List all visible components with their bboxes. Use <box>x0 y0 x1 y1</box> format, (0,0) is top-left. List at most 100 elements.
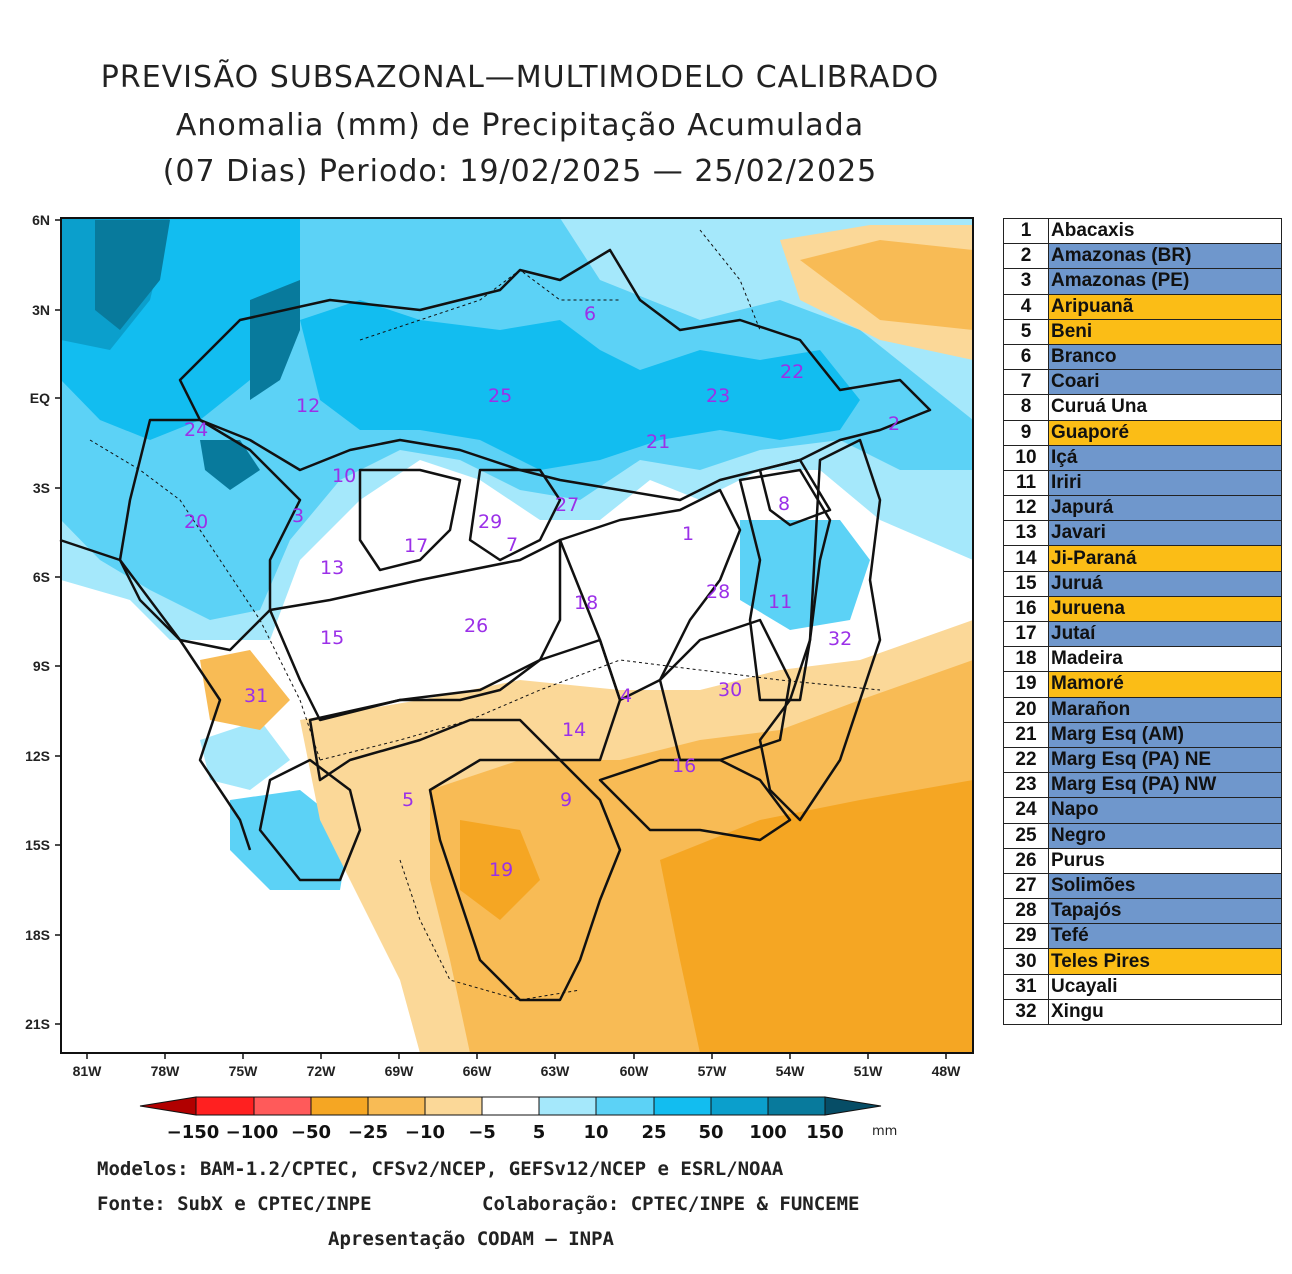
colorbar-label: 5 <box>533 1122 546 1140</box>
basin-number: 4 <box>620 685 632 707</box>
lat-label: 21S <box>25 1016 50 1032</box>
legend-row: 1 Abacaxis <box>1003 217 1282 245</box>
legend-basin-number: 7 <box>1003 369 1049 396</box>
latitude-axis: 6N 3N EQ 3S 6S 9S 12S 15S 18S 21S <box>25 212 61 1032</box>
credits-source: Fonte: SubX e CPTEC/INPE <box>97 1193 372 1215</box>
legend-basin-number: 26 <box>1003 847 1049 874</box>
legend-row: 26 Purus <box>1003 847 1282 874</box>
legend-basin-name: Marg Esq (PA) NE <box>1048 746 1282 774</box>
lat-label: 15S <box>25 837 50 853</box>
legend-basin-name: Purus <box>1048 847 1282 874</box>
colorbar-label: 100 <box>749 1122 787 1140</box>
legend-basin-number: 32 <box>1003 998 1049 1026</box>
colorbar: −150 −100 −50 −25 −10 −5 5 10 25 50 100 … <box>139 1096 897 1140</box>
credits-presentation: Apresentação CODAM — INPA <box>328 1228 614 1250</box>
basin-number: 8 <box>778 493 790 515</box>
lat-label: 3N <box>32 302 50 318</box>
lon-label: 63W <box>541 1063 571 1079</box>
country-borders <box>89 229 881 1001</box>
legend-basin-name: Ji-Paraná <box>1048 545 1282 572</box>
title-line-3: (07 Dias) Periodo: 19/02/2025 — 25/02/20… <box>162 154 878 189</box>
legend-row: 17 Jutaí <box>1003 620 1282 648</box>
legend-row: 25 Negro <box>1003 822 1282 849</box>
basin-boundaries <box>59 248 932 1002</box>
legend-basin-name: Tapajós <box>1048 898 1282 925</box>
colorbar-label: 150 <box>806 1122 844 1140</box>
basin-number: 32 <box>828 628 852 650</box>
lon-label: 60W <box>620 1063 650 1079</box>
basin-number: 31 <box>244 685 268 707</box>
basin-number: 7 <box>506 534 518 556</box>
map-frame <box>60 217 974 1054</box>
legend-row: 28 Tapajós <box>1003 898 1282 925</box>
basin-number: 1 <box>682 523 694 545</box>
colorbar-swatch <box>310 1096 369 1116</box>
basin-number: 30 <box>718 679 742 701</box>
legend-basin-number: 12 <box>1003 495 1049 522</box>
legend-basin-number: 21 <box>1003 721 1049 748</box>
legend-row: 11 Iriri <box>1003 469 1282 497</box>
lon-label: 54W <box>776 1063 806 1079</box>
legend-row: 8 Curuá Una <box>1003 394 1282 421</box>
legend-row: 20 Marañon <box>1003 696 1282 723</box>
legend-basin-name: Juruá <box>1048 570 1282 597</box>
legend-basin-name: Teles Pires <box>1048 948 1282 975</box>
colorbar-label: −100 <box>226 1122 279 1140</box>
legend-basin-number: 28 <box>1003 898 1049 925</box>
legend-basin-name: Madeira <box>1048 646 1282 673</box>
legend-row: 24 Napo <box>1003 797 1282 824</box>
legend-basin-name: Japurá <box>1048 495 1282 522</box>
lon-label: 81W <box>73 1063 103 1079</box>
legend-row: 2 Amazonas (BR) <box>1003 243 1282 270</box>
legend-basin-number: 30 <box>1003 948 1049 975</box>
legend-basin-name: Marañon <box>1048 696 1282 723</box>
basin-number: 3 <box>292 505 304 527</box>
legend-basin-number: 8 <box>1003 394 1049 421</box>
legend-basin-number: 2 <box>1003 243 1049 270</box>
basin-number: 29 <box>478 511 502 533</box>
basin-number: 26 <box>464 615 488 637</box>
legend-basin-number: 10 <box>1003 444 1049 471</box>
credits-collaboration: Colaboração: CPTEC/INPE & FUNCEME <box>482 1193 860 1215</box>
basin-number: 2 <box>888 413 900 435</box>
legend-basin-name: Mamoré <box>1048 671 1282 698</box>
legend-basin-number: 5 <box>1003 318 1049 345</box>
lon-label: 78W <box>151 1063 181 1079</box>
basin-number: 20 <box>184 511 208 533</box>
legend-basin-number: 18 <box>1003 646 1049 673</box>
legend-basin-number: 20 <box>1003 696 1049 723</box>
colorbar-label: −25 <box>348 1122 388 1140</box>
legend-row: 18 Madeira <box>1003 646 1282 673</box>
basin-number: 14 <box>562 719 586 741</box>
legend-basin-number: 25 <box>1003 822 1049 849</box>
legend-basin-number: 24 <box>1003 797 1049 824</box>
lat-label: 18S <box>25 927 50 943</box>
legend-basin-name: Coari <box>1048 369 1282 396</box>
legend-basin-name: Xingu <box>1048 998 1282 1026</box>
basin-number: 15 <box>320 627 344 649</box>
legend-basin-number: 23 <box>1003 772 1049 799</box>
colorbar-unit: mm <box>872 1124 897 1139</box>
legend-basin-name: Beni <box>1048 318 1282 345</box>
legend-row: 9 Guaporé <box>1003 419 1282 446</box>
colorbar-swatch <box>710 1096 769 1116</box>
legend-basin-name: Abacaxis <box>1048 217 1282 245</box>
legend-basin-name: Guaporé <box>1048 419 1282 446</box>
legend-row: 19 Mamoré <box>1003 671 1282 698</box>
legend-row: 27 Solimões <box>1003 872 1282 900</box>
legend-basin-number: 1 <box>1003 217 1049 245</box>
legend-basin-name: Amazonas (BR) <box>1048 243 1282 270</box>
lon-label: 69W <box>385 1063 415 1079</box>
legend-basin-name: Solimões <box>1048 872 1282 900</box>
colorbar-label: −5 <box>468 1122 496 1140</box>
legend-row: 12 Japurá <box>1003 495 1282 522</box>
legend-row: 23 Marg Esq (PA) NW <box>1003 772 1282 799</box>
legend-row: 4 Aripuanã <box>1003 293 1282 320</box>
colorbar-swatch <box>767 1096 826 1116</box>
basin-number: 22 <box>780 361 804 383</box>
basin-number: 9 <box>560 789 572 811</box>
colorbar-swatch <box>481 1096 540 1116</box>
basin-number: 28 <box>706 581 730 603</box>
lat-label: 12S <box>25 748 50 764</box>
legend-basin-number: 9 <box>1003 419 1049 446</box>
